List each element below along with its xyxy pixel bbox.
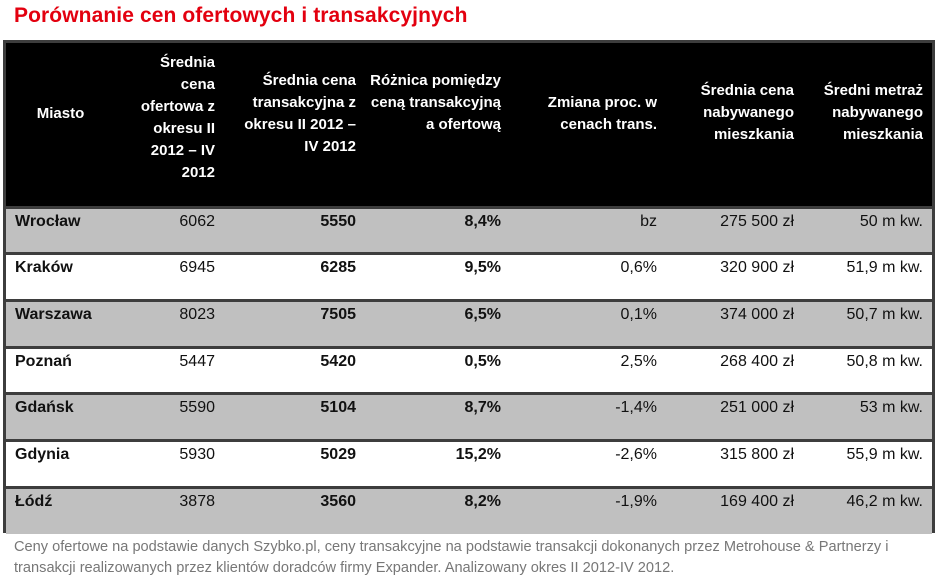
header-percent-change: Zmiana proc. w cenach trans. xyxy=(547,94,657,133)
cell-city: Gdynia xyxy=(15,445,70,463)
header-city: Miasto xyxy=(36,105,85,122)
cell-change: -1,9% xyxy=(615,492,657,510)
cell-avg-price: 268 400 zł xyxy=(720,352,794,370)
price-comparison-table: Miasto Średnia cena ofertowa z okresu II… xyxy=(3,40,935,534)
table-header-row: Miasto Średnia cena ofertowa z okresu II… xyxy=(6,43,932,207)
cell-change: -2,6% xyxy=(615,445,657,463)
header-price-difference: Różnica pomiędzy ceną transakcyjną a ofe… xyxy=(370,72,501,133)
cell-offer: 5930 xyxy=(179,445,215,463)
cell-offer: 5447 xyxy=(179,352,215,370)
cell-transaction: 6285 xyxy=(320,259,356,277)
cell-diff: 8,2% xyxy=(464,492,501,510)
cell-diff: 8,4% xyxy=(464,212,501,230)
cell-transaction: 7505 xyxy=(320,305,356,323)
source-note: Ceny ofertowe na podstawie danych Szybko… xyxy=(14,539,889,576)
cell-diff: 15,2% xyxy=(455,445,501,463)
cell-city: Łódź xyxy=(15,492,53,510)
cell-avg-area: 46,2 m kw. xyxy=(846,492,923,510)
header-transaction-price: Średnia cena transakcyjna z okresu II 20… xyxy=(244,72,356,155)
cell-offer: 3878 xyxy=(179,492,215,510)
cell-diff: 8,7% xyxy=(464,399,501,417)
cell-diff: 6,5% xyxy=(464,305,501,323)
table-row: Wrocław 6062 5550 8,4% bz 275 500 zł 50 … xyxy=(6,207,932,254)
cell-avg-price: 275 500 zł xyxy=(720,212,794,230)
cell-avg-price: 169 400 zł xyxy=(720,492,794,510)
cell-diff: 0,5% xyxy=(464,352,501,370)
cell-transaction: 3560 xyxy=(320,492,356,510)
cell-city: Wrocław xyxy=(15,212,81,230)
cell-avg-area: 53 m kw. xyxy=(859,399,923,417)
cell-change: 0,1% xyxy=(620,305,657,323)
cell-transaction: 5420 xyxy=(320,352,356,370)
cell-offer: 5590 xyxy=(179,399,215,417)
table-row: Kraków 6945 6285 9,5% 0,6% 320 900 zł 51… xyxy=(6,253,932,301)
cell-change: 0,6% xyxy=(620,259,657,277)
header-offer-price: Średnia cena ofertowa z okresu II 2012 –… xyxy=(140,54,215,181)
cell-transaction: 5550 xyxy=(320,212,356,230)
table-row: Poznań 5447 5420 0,5% 2,5% 268 400 zł 50… xyxy=(6,347,932,394)
cell-avg-area: 50,7 m kw. xyxy=(846,305,923,323)
cell-transaction: 5104 xyxy=(320,399,356,417)
cell-avg-area: 50 m kw. xyxy=(859,212,923,230)
table-row: Warszawa 8023 7505 6,5% 0,1% 374 000 zł … xyxy=(6,300,932,348)
cell-city: Gdańsk xyxy=(15,399,74,417)
cell-diff: 9,5% xyxy=(464,259,501,277)
cell-avg-area: 51,9 m kw. xyxy=(846,259,923,277)
cell-city: Warszawa xyxy=(15,305,92,323)
cell-offer: 8023 xyxy=(179,305,215,323)
cell-avg-area: 50,8 m kw. xyxy=(846,352,923,370)
cell-avg-price: 374 000 zł xyxy=(720,305,794,323)
table-row: Gdynia 5930 5029 15,2% -2,6% 315 800 zł … xyxy=(6,440,932,488)
cell-city: Kraków xyxy=(15,259,73,277)
cell-avg-area: 55,9 m kw. xyxy=(846,445,923,463)
header-avg-apartment-area: Średni metraż nabywanego mieszkania xyxy=(823,82,923,143)
cell-offer: 6062 xyxy=(179,212,215,230)
cell-transaction: 5029 xyxy=(320,445,356,463)
cell-avg-price: 251 000 zł xyxy=(720,399,794,417)
cell-change: bz xyxy=(640,212,657,230)
table-row: Łódź 3878 3560 8,2% -1,9% 169 400 zł 46,… xyxy=(6,487,932,534)
cell-avg-price: 320 900 zł xyxy=(720,259,794,277)
cell-change: 2,5% xyxy=(620,352,657,370)
page-title: Porównanie cen ofertowych i transakcyjny… xyxy=(14,4,468,27)
cell-offer: 6945 xyxy=(179,259,215,277)
cell-change: -1,4% xyxy=(615,399,657,417)
cell-avg-price: 315 800 zł xyxy=(720,445,794,463)
cell-city: Poznań xyxy=(15,352,72,370)
table-row: Gdańsk 5590 5104 8,7% -1,4% 251 000 zł 5… xyxy=(6,393,932,441)
header-avg-apartment-price: Średnia cena nabywanego mieszkania xyxy=(700,82,794,143)
